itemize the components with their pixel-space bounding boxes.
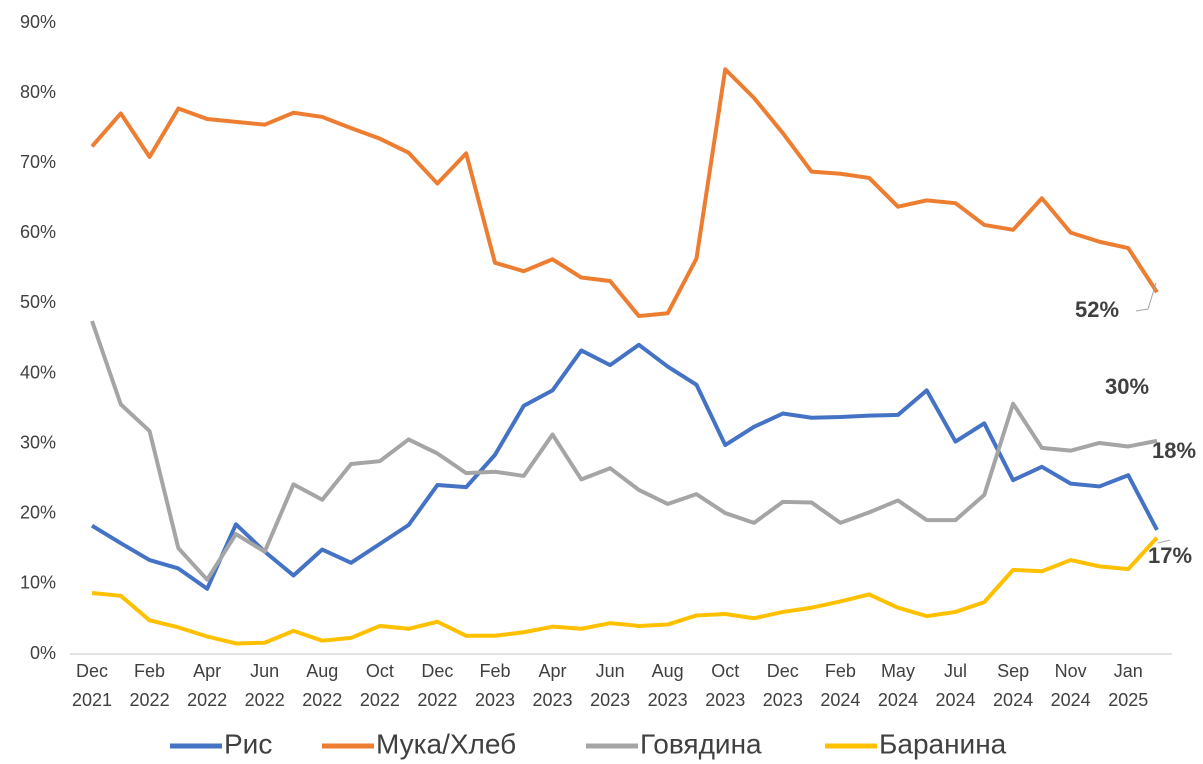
legend-label: Баранина xyxy=(879,728,1007,759)
x-tick-label: Oct 2023 xyxy=(705,661,745,710)
x-tick-label: Feb 2022 xyxy=(130,661,170,710)
leader-line xyxy=(1135,282,1157,312)
data-label: 30% xyxy=(1105,374,1149,399)
legend-label: Мука/Хлеб xyxy=(376,728,516,759)
x-tick-label: Dec 2021 xyxy=(72,661,112,710)
x-tick-label: Apr 2023 xyxy=(533,661,573,710)
series-line xyxy=(90,342,1159,591)
legend-label: Говядина xyxy=(640,728,762,759)
x-tick-label: Feb 2023 xyxy=(475,661,515,710)
x-tick-label: Oct 2022 xyxy=(360,661,400,710)
y-tick-label: 70% xyxy=(20,152,56,172)
x-tick-label: Feb 2024 xyxy=(820,661,860,710)
y-tick-label: 30% xyxy=(20,432,56,452)
y-tick-label: 20% xyxy=(20,503,56,523)
y-tick-label: 80% xyxy=(20,82,56,102)
y-tick-label: 40% xyxy=(20,362,56,382)
y-tick-label: 90% xyxy=(20,12,56,32)
series-line xyxy=(91,536,1159,646)
x-tick-label: Apr 2022 xyxy=(187,661,227,710)
x-tick-label: Jul 2024 xyxy=(935,661,975,710)
x-tick-label: Sep 2024 xyxy=(993,661,1033,710)
x-tick-label: Dec 2023 xyxy=(763,661,803,710)
x-tick-label: Dec 2022 xyxy=(417,661,457,710)
legend-label: Рис xyxy=(224,728,272,759)
leader-line xyxy=(1157,539,1171,544)
x-tick-label: Jun 2022 xyxy=(245,661,285,710)
series-line xyxy=(90,67,1159,319)
y-tick-label: 0% xyxy=(30,643,56,663)
x-tick-label: Jan 2025 xyxy=(1108,661,1148,710)
y-tick-label: 10% xyxy=(20,573,56,593)
x-tick-label: Aug 2023 xyxy=(648,661,688,710)
x-tick-label: Aug 2022 xyxy=(302,661,342,710)
x-tick-label: Jun 2023 xyxy=(590,661,630,710)
data-label: 17% xyxy=(1148,543,1192,568)
y-tick-label: 60% xyxy=(20,222,56,242)
data-label: 18% xyxy=(1152,438,1196,463)
x-tick-label: Nov 2024 xyxy=(1051,661,1091,710)
data-label: 52% xyxy=(1075,297,1119,322)
series-line xyxy=(90,320,1158,582)
x-tick-label: May 2024 xyxy=(878,661,918,710)
y-tick-label: 50% xyxy=(20,292,56,312)
